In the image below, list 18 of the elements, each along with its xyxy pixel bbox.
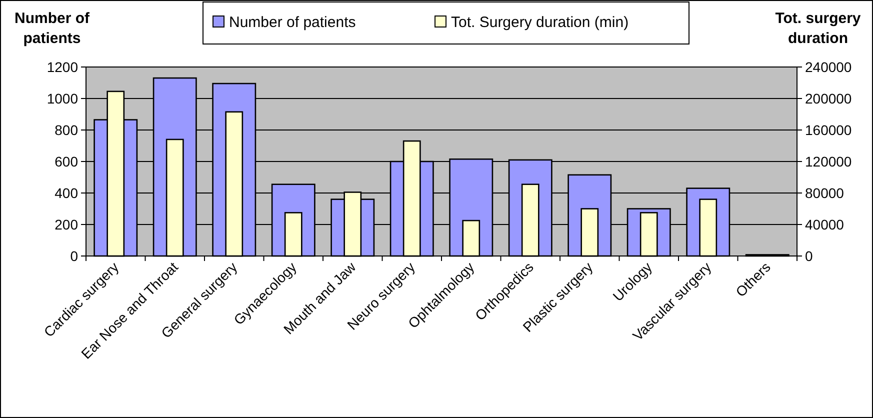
y2-tick-label: 240000 <box>805 58 852 75</box>
y-tick-label: 1000 <box>46 90 78 106</box>
y-tick-label: 1200 <box>46 58 78 75</box>
y2-tick-label: 120000 <box>805 153 852 170</box>
legend-label: Number of patients <box>229 14 356 31</box>
legend-label: Tot. Surgery duration (min) <box>451 14 629 31</box>
y-tick-label: 0 <box>70 248 78 264</box>
y2-tick-label: 160000 <box>805 122 852 138</box>
y2-tick-label: 40000 <box>805 216 844 232</box>
y-tick-label: 800 <box>54 122 78 138</box>
y2-tick-label: 80000 <box>805 184 844 201</box>
y2-tick-label: 200000 <box>805 90 852 106</box>
y2-tick-label: 0 <box>805 248 813 264</box>
y-tick-label: 400 <box>54 184 78 201</box>
y-tick-label: 200 <box>54 216 78 232</box>
y2-axis-title: Tot. surgery duration <box>775 10 862 47</box>
y-axis-title: Number of patients <box>14 10 91 47</box>
y-tick-label: 600 <box>54 153 78 170</box>
